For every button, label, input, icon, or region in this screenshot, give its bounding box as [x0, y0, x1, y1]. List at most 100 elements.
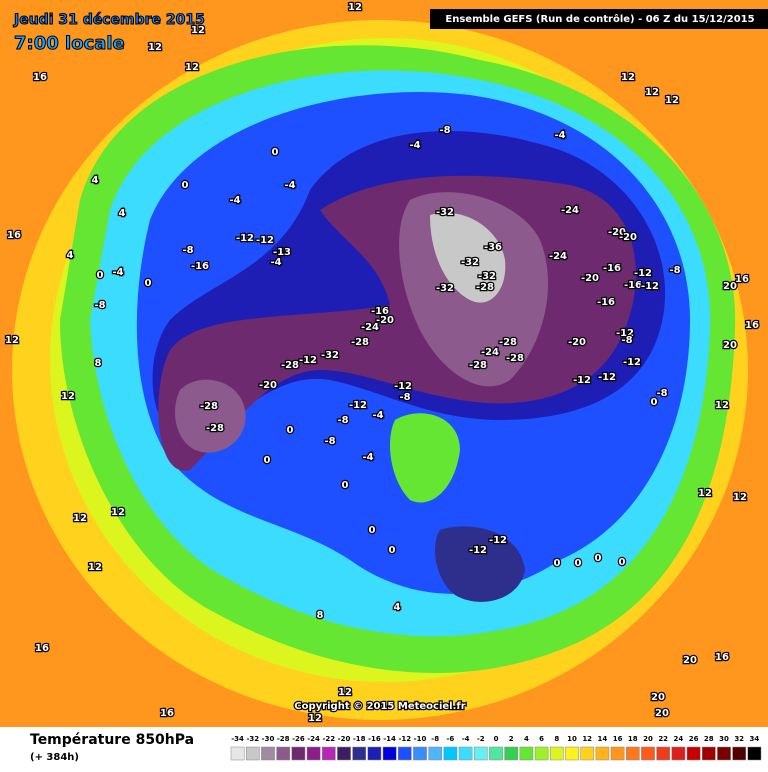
contour-label: -28: [206, 423, 224, 434]
island: [390, 413, 460, 503]
contour-label: -8: [324, 436, 335, 447]
legend-swatch: [504, 746, 519, 761]
legend-tick-label: 0: [494, 735, 499, 743]
contour-label: 0: [97, 270, 104, 281]
contour-label: -36: [484, 242, 502, 253]
legend-tick-label: -26: [292, 735, 305, 743]
contour-label: 0: [369, 525, 376, 536]
contour-label: -12: [299, 355, 317, 366]
contour-label: 4: [92, 175, 99, 186]
contour-label: -8: [621, 335, 632, 346]
time: 7:00 locale: [14, 33, 125, 54]
contour-label: 12: [111, 507, 125, 518]
legend-swatch: [701, 746, 716, 761]
legend-tick-label: -22: [322, 735, 335, 743]
contour-label: 0: [272, 147, 279, 158]
legend-swatch: [747, 746, 762, 761]
contour-label: 20: [723, 281, 737, 292]
contour-label: -28: [469, 360, 487, 371]
contour-label: 16: [715, 652, 729, 663]
contour-label: 12: [308, 713, 322, 724]
contour-label: -4: [362, 452, 373, 463]
contour-label: 16: [735, 274, 749, 285]
legend-swatch: [245, 746, 260, 761]
legend-swatch: [352, 746, 367, 761]
legend-tick-label: -30: [262, 735, 275, 743]
legend-tick-label: 34: [750, 735, 760, 743]
contour-label: -24: [481, 347, 499, 358]
contour-label: -12: [349, 400, 367, 411]
legend-tick-label: -12: [398, 735, 411, 743]
contour-label: 12: [73, 513, 87, 524]
contour-label: -20: [619, 232, 637, 243]
contour-label: 12: [5, 335, 19, 346]
contour-label: -24: [361, 322, 379, 333]
contour-label: 8: [95, 358, 102, 369]
legend-tick-label: -4: [462, 735, 470, 743]
legend-tick-label: -10: [414, 735, 427, 743]
contour-label: 20: [683, 655, 697, 666]
contour-label: -28: [200, 401, 218, 412]
legend-swatch: [610, 746, 625, 761]
contour-label: 4: [119, 208, 126, 219]
contour-label: 0: [554, 558, 561, 569]
contour-label: -16: [371, 306, 389, 317]
contour-label: -4: [409, 140, 420, 151]
contour-label: 12: [665, 95, 679, 106]
legend-swatch: [580, 746, 595, 761]
contour-label: 16: [33, 72, 47, 83]
contour-label: -12: [623, 357, 641, 368]
contour-label: -8: [337, 415, 348, 426]
legend-swatch: [291, 746, 306, 761]
legend-swatch: [656, 746, 671, 761]
legend-tick-label: -8: [431, 735, 439, 743]
contour-label: 4: [394, 602, 401, 613]
legend-tick-label: 24: [674, 735, 684, 743]
run-info: Ensemble GEFS (Run de contrôle) - 06 Z d…: [445, 13, 754, 25]
contour-label: -28: [499, 337, 517, 348]
legend-swatch: [458, 746, 473, 761]
legend-tick-label: -32: [246, 735, 259, 743]
legend-swatch: [489, 746, 503, 761]
contour-label: -20: [608, 227, 626, 238]
legend-tick-label: 26: [689, 735, 699, 743]
contour-label: -8: [656, 388, 667, 399]
legend-swatch: [732, 746, 747, 761]
legend-tick-label: 28: [704, 735, 714, 743]
contour-label: -8: [399, 392, 410, 403]
contour-label: 16: [35, 643, 49, 654]
contour-label: 0: [287, 425, 294, 436]
legend-swatch: [443, 746, 458, 761]
contour-label: -8: [182, 245, 193, 256]
contour-label: -32: [461, 257, 479, 268]
contour-label: 0: [575, 558, 582, 569]
contour-label: -8: [669, 265, 680, 276]
legend-swatch: [230, 746, 245, 761]
run-box: [430, 9, 768, 29]
contour-label: 0: [651, 397, 658, 408]
legend-swatch: [413, 746, 427, 761]
contour-label: -28: [351, 337, 369, 348]
contour-label: -12: [573, 375, 591, 386]
legend-swatch: [428, 746, 443, 761]
contour-label: -28: [281, 360, 299, 371]
contour-label: -12: [634, 268, 652, 279]
contour-label: 12: [191, 25, 205, 36]
legend-tick-label: 20: [643, 735, 653, 743]
contour-label: 12: [88, 562, 102, 573]
legend-tick-label: 32: [734, 735, 744, 743]
legend-tick-label: 30: [719, 735, 729, 743]
legend-tick-label: -34: [231, 735, 244, 743]
contour-label: -4: [372, 410, 383, 421]
legend-tick-label: -2: [477, 735, 485, 743]
contour-label: -13: [273, 247, 291, 258]
contour-label: -32: [436, 207, 454, 218]
contour-label: 12: [645, 87, 659, 98]
contour-label: -16: [624, 280, 642, 291]
contour-label: 12: [621, 72, 635, 83]
legend-tick-label: 8: [554, 735, 559, 743]
legend-tick-label: -16: [368, 735, 381, 743]
contour-label: 0: [145, 278, 152, 289]
